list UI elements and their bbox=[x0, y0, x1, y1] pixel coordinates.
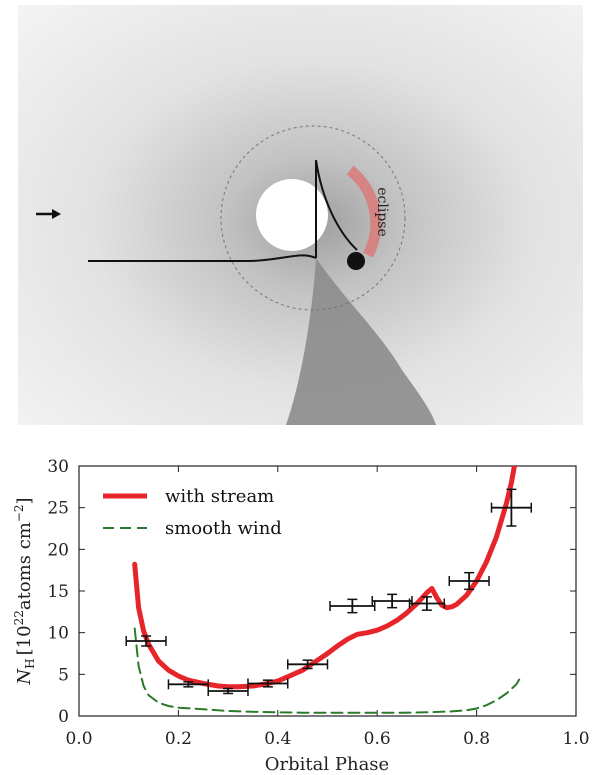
data-point bbox=[286, 659, 329, 670]
data-point bbox=[490, 488, 533, 527]
data-point bbox=[329, 598, 376, 614]
line-of-sight bbox=[88, 254, 317, 262]
data-point bbox=[448, 571, 490, 591]
y-ticks: 0 5 10 15 20 25 30 bbox=[47, 457, 576, 727]
y-axis-title-bracket: ] bbox=[14, 497, 35, 504]
x-tick-label: 0.0 bbox=[65, 729, 92, 749]
x-axis-title: Orbital Phase bbox=[265, 754, 389, 775]
series-layer bbox=[132, 466, 523, 714]
x-tick-label: 0.6 bbox=[364, 729, 391, 749]
observer-arrow bbox=[36, 209, 61, 219]
y-tick-label: 25 bbox=[47, 499, 69, 519]
data-point bbox=[247, 678, 289, 689]
chart: 0 5 10 15 20 25 30 0.0 0.2 0.4 0.6 0.8 1.0 with str… bbox=[12, 457, 590, 775]
legend-label-with-stream: with stream bbox=[165, 486, 274, 507]
neutron-star bbox=[347, 252, 365, 270]
tail-curve bbox=[315, 159, 358, 251]
data-point bbox=[371, 593, 413, 609]
y-axis-title: NH [1022atoms cm−2] bbox=[12, 497, 37, 685]
y-tick-label: 20 bbox=[47, 540, 69, 560]
wind-diagram: eclipse bbox=[18, 5, 583, 425]
y-axis-title-atoms: atoms cm bbox=[14, 522, 35, 610]
orbit-circle bbox=[220, 125, 406, 311]
y-axis-title-units: [10 bbox=[14, 625, 35, 655]
y-tick-label: 10 bbox=[47, 624, 69, 644]
legend-label-smooth-wind: smooth wind bbox=[165, 518, 282, 539]
x-ticks: 0.0 0.2 0.4 0.6 0.8 1.0 bbox=[65, 466, 590, 749]
eclipse-arc bbox=[346, 165, 382, 258]
y-axis-title-symbol: N bbox=[14, 668, 35, 686]
y-tick-label: 0 bbox=[58, 707, 69, 727]
x-tick-label: 0.2 bbox=[165, 729, 192, 749]
data-point bbox=[125, 635, 167, 647]
eclipse-label: eclipse bbox=[374, 187, 390, 237]
y-tick-label: 15 bbox=[47, 582, 69, 602]
x-tick-label: 1.0 bbox=[562, 729, 589, 749]
plot-area bbox=[78, 465, 577, 717]
data-point bbox=[167, 679, 209, 690]
series-smooth-wind bbox=[133, 627, 523, 714]
companion-star bbox=[256, 179, 328, 251]
y-tick-label: 5 bbox=[58, 665, 69, 685]
data-points bbox=[125, 488, 533, 696]
series-with-stream bbox=[132, 466, 517, 690]
data-point bbox=[408, 596, 446, 611]
y-axis-title-atoms-exponent: −2 bbox=[12, 504, 26, 522]
y-axis-title-subscript: H bbox=[23, 658, 37, 668]
x-tick-label: 0.8 bbox=[463, 729, 490, 749]
accretion-stream bbox=[286, 258, 436, 425]
y-axis-title-exponent: 22 bbox=[12, 610, 26, 625]
legend: with stream smooth wind bbox=[103, 486, 282, 539]
y-tick-label: 30 bbox=[47, 457, 69, 477]
x-tick-label: 0.4 bbox=[264, 729, 291, 749]
